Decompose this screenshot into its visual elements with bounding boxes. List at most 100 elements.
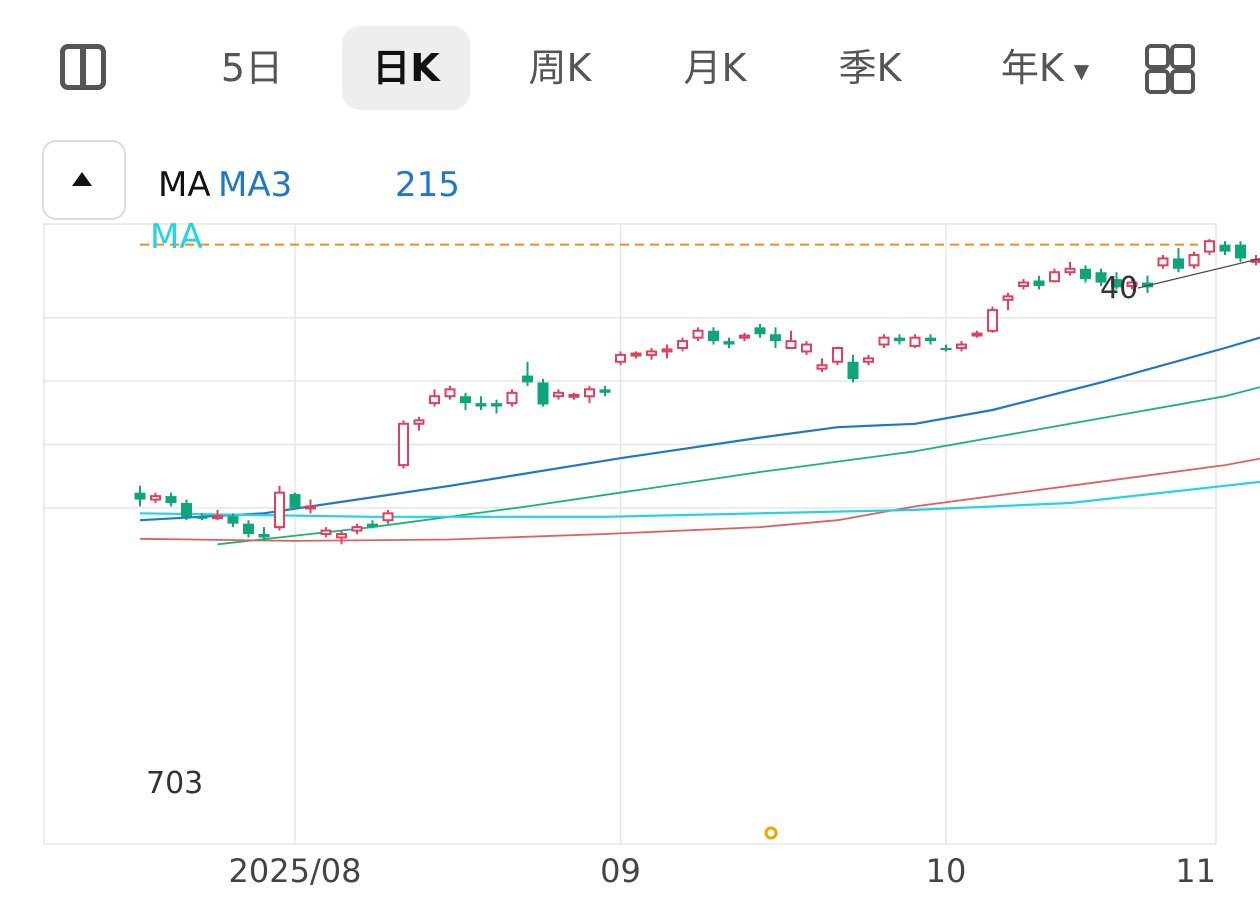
- candle-body: [1049, 271, 1060, 283]
- candle: [367, 520, 378, 529]
- candle: [878, 334, 890, 348]
- candle-body: [816, 364, 828, 370]
- ma-legend-item: MA: [150, 217, 203, 257]
- candle-body: [568, 393, 580, 398]
- candle: [305, 499, 316, 514]
- candle-body: [801, 343, 812, 353]
- x-axis-tick-label: 11: [1175, 852, 1216, 890]
- candle: [661, 344, 673, 359]
- x-axis-tick-label: 09: [600, 852, 641, 890]
- grid-layout-icon[interactable]: [1145, 44, 1195, 94]
- candle-body: [1064, 267, 1076, 274]
- candle-body: [1173, 258, 1184, 269]
- collapse-indicator-button[interactable]: [42, 140, 126, 220]
- candle-body: [754, 327, 766, 335]
- high-marker-pointer: [1137, 258, 1260, 289]
- tab-label: 年K: [1000, 46, 1064, 90]
- candle-body: [165, 496, 177, 503]
- candle: [1126, 279, 1138, 290]
- tab-monthly-k[interactable]: 月K: [660, 26, 770, 110]
- candle-body: [227, 516, 239, 524]
- candle: [692, 327, 704, 342]
- panel-toggle-icon[interactable]: [60, 44, 106, 90]
- tab-weekly-k[interactable]: 周K: [505, 26, 615, 110]
- candle-body: [305, 505, 316, 510]
- candle-body: [1018, 281, 1029, 287]
- candle: [956, 341, 967, 352]
- candle: [816, 358, 828, 373]
- tab-yearly-k[interactable]: 年K ▼: [970, 26, 1120, 110]
- candle-body: [1219, 244, 1231, 252]
- candle-body: [475, 403, 487, 407]
- candle-body: [1142, 282, 1153, 288]
- candle: [212, 509, 223, 521]
- candle-body: [491, 403, 502, 407]
- candle-body: [646, 350, 657, 356]
- candle: [1204, 239, 1215, 255]
- candle-body: [1095, 272, 1107, 283]
- candle-body: [909, 336, 921, 347]
- candle-body: [584, 388, 595, 398]
- triangle-up-icon: [72, 172, 92, 186]
- x-axis-tick-label: 10: [926, 852, 967, 890]
- candle: [336, 530, 347, 545]
- candle: [894, 334, 905, 345]
- candle-body: [692, 329, 704, 339]
- candle: [925, 334, 936, 345]
- candle: [739, 332, 750, 342]
- candle: [1173, 248, 1184, 273]
- candle: [754, 323, 766, 338]
- candle: [553, 389, 564, 400]
- candle: [630, 351, 642, 359]
- candle-body: [661, 348, 673, 353]
- tab-quarterly-k[interactable]: 季K: [815, 26, 925, 110]
- candle-body: [1002, 295, 1014, 301]
- candle-body: [134, 492, 146, 500]
- candle: [987, 306, 998, 333]
- candle: [708, 327, 719, 345]
- candle: [1018, 279, 1029, 290]
- tab-daily-k[interactable]: 日K: [342, 26, 470, 110]
- candle-body: [925, 337, 936, 342]
- candle-body: [1126, 281, 1138, 287]
- candle-body: [351, 526, 363, 532]
- x-axis-tick-label: 2025/08: [229, 852, 362, 890]
- candle: [770, 327, 781, 348]
- candle: [227, 513, 239, 528]
- candle: [165, 492, 177, 507]
- candle: [1033, 275, 1045, 290]
- plot-frame: [43, 223, 1217, 845]
- ma-line: [139, 457, 1260, 542]
- candle-body: [770, 334, 781, 342]
- candle-body: [212, 515, 223, 520]
- candle: [646, 348, 657, 360]
- candle-body: [1111, 279, 1122, 288]
- ma-line: [217, 386, 1260, 546]
- candle-body: [506, 391, 518, 405]
- candle: [1219, 241, 1231, 255]
- candle-body: [894, 337, 905, 342]
- candle: [1157, 255, 1169, 269]
- candle-body: [537, 382, 549, 405]
- candle: [832, 346, 843, 366]
- candle: [382, 509, 394, 524]
- candle: [320, 527, 332, 538]
- candle: [351, 523, 363, 534]
- candle: [537, 379, 549, 407]
- low-marker-label: 703: [146, 766, 203, 801]
- candle-body: [1235, 244, 1246, 259]
- candle: [723, 337, 735, 348]
- candle-body: [956, 343, 967, 349]
- candle: [847, 354, 859, 383]
- candle: [429, 389, 440, 407]
- candle: [506, 389, 518, 407]
- candle-body: [785, 340, 797, 350]
- tab-label: 月K: [683, 46, 747, 90]
- candle-body: [196, 516, 208, 519]
- candle: [909, 334, 921, 348]
- candle: [258, 527, 270, 541]
- tab-5-day[interactable]: 5日: [200, 26, 304, 110]
- candle: [801, 341, 812, 355]
- candle: [1049, 268, 1060, 283]
